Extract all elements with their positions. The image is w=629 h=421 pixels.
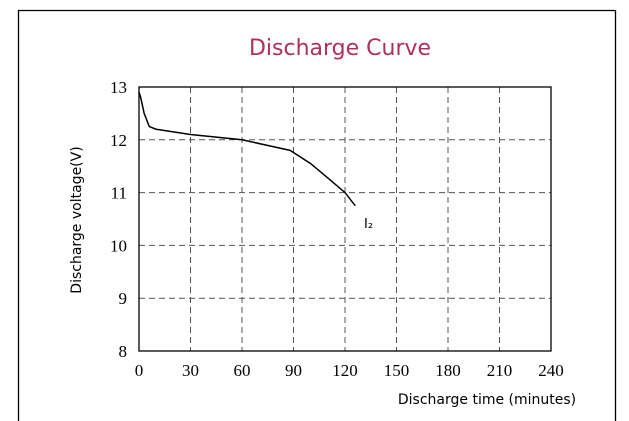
x-tick-label: 150 [384,361,410,380]
frame [17,9,617,421]
y-tick-label: 8 [119,342,128,361]
y-tick-label: 11 [111,184,127,203]
x-tick-label: 60 [234,361,251,380]
x-tick-label: 120 [332,361,358,380]
annotation: I₂ [364,217,373,232]
x-axis-label: Discharge time (minutes) [398,392,576,408]
data-line [138,92,356,207]
x-tick-label: 0 [135,361,144,380]
x-tick-label: 30 [182,361,199,380]
y-tick-label: 12 [110,131,127,150]
chart-title: Discharge Curve [249,36,431,61]
x-tick-label: 210 [487,361,513,380]
x-tick-label: 90 [285,361,302,380]
x-tick-label: 180 [435,361,461,380]
y-tick-label: 10 [110,236,127,255]
x-tick-label: 240 [538,361,564,380]
y-axis-label: Discharge voltage(V) [69,146,85,293]
plot-border [138,86,552,352]
y-tick-label: 13 [110,78,127,97]
y-tick-label: 9 [119,289,128,308]
